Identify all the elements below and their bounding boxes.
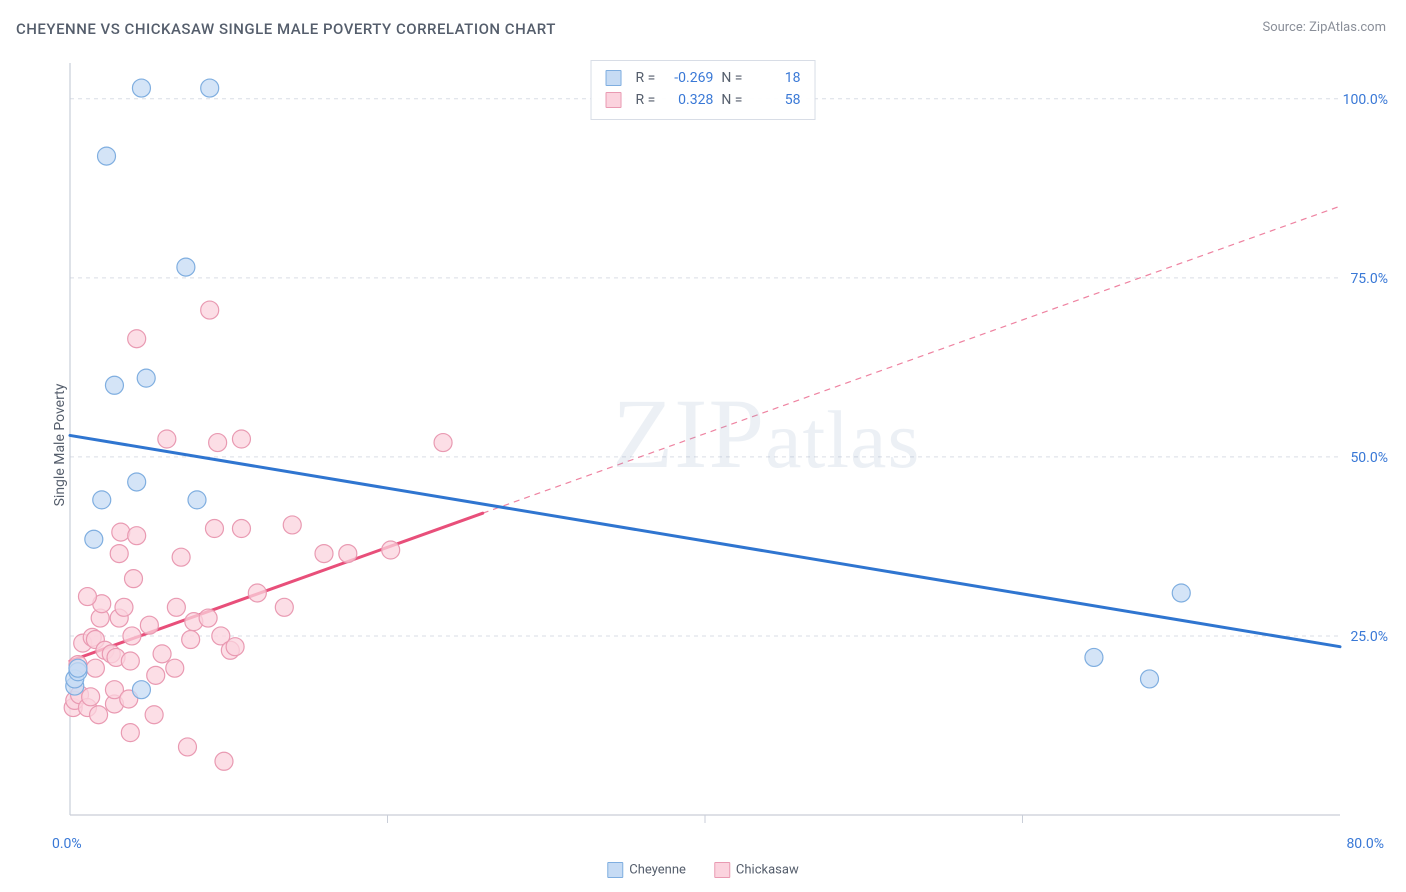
svg-text:75.0%: 75.0% (1350, 271, 1388, 287)
source-prefix: Source: (1262, 20, 1309, 35)
n-label: N = (721, 92, 742, 108)
source-name: ZipAtlas.com (1309, 20, 1386, 35)
r-value-cheyenne: -0.269 (663, 70, 713, 86)
swatch-chickasaw-icon (714, 862, 730, 878)
correlation-stats-box: R = -0.269 N = 18 R = 0.328 N = 58 (591, 60, 816, 120)
stats-row-cheyenne: R = -0.269 N = 18 (606, 67, 801, 89)
y-axis-label: Single Male Poverty (52, 384, 68, 507)
n-value-cheyenne: 18 (750, 70, 800, 86)
r-label: R = (636, 70, 656, 86)
n-label: N = (721, 70, 742, 86)
legend-label-chickasaw: Chickasaw (736, 862, 799, 877)
swatch-cheyenne-icon (606, 70, 622, 86)
stats-row-chickasaw: R = 0.328 N = 58 (606, 89, 801, 111)
swatch-cheyenne-icon (607, 862, 623, 878)
legend-label-cheyenne: Cheyenne (629, 862, 686, 877)
swatch-chickasaw-icon (606, 92, 622, 108)
n-value-chickasaw: 58 (750, 92, 800, 108)
x-tick-max: 80.0% (1346, 836, 1384, 852)
x-tick-min: 0.0% (52, 836, 82, 852)
chart-title: CHEYENNE VS CHICKASAW SINGLE MALE POVERT… (16, 20, 556, 38)
svg-text:25.0%: 25.0% (1350, 629, 1388, 645)
r-label: R = (636, 92, 656, 108)
svg-text:100.0%: 100.0% (1343, 92, 1388, 108)
legend-item-chickasaw: Chickasaw (714, 862, 799, 878)
legend-item-cheyenne: Cheyenne (607, 862, 686, 878)
source-label: Source: ZipAtlas.com (1262, 20, 1386, 35)
chart-area: Single Male Poverty ZIPatlas 25.0%50.0%7… (50, 55, 1390, 835)
r-value-chickasaw: 0.328 (663, 92, 713, 108)
bottom-legend: Cheyenne Chickasaw (607, 862, 798, 878)
scatter-chart-svg: 25.0% 50.0% 75.0% 100.0% (50, 55, 1390, 835)
svg-text:50.0%: 50.0% (1350, 450, 1388, 466)
